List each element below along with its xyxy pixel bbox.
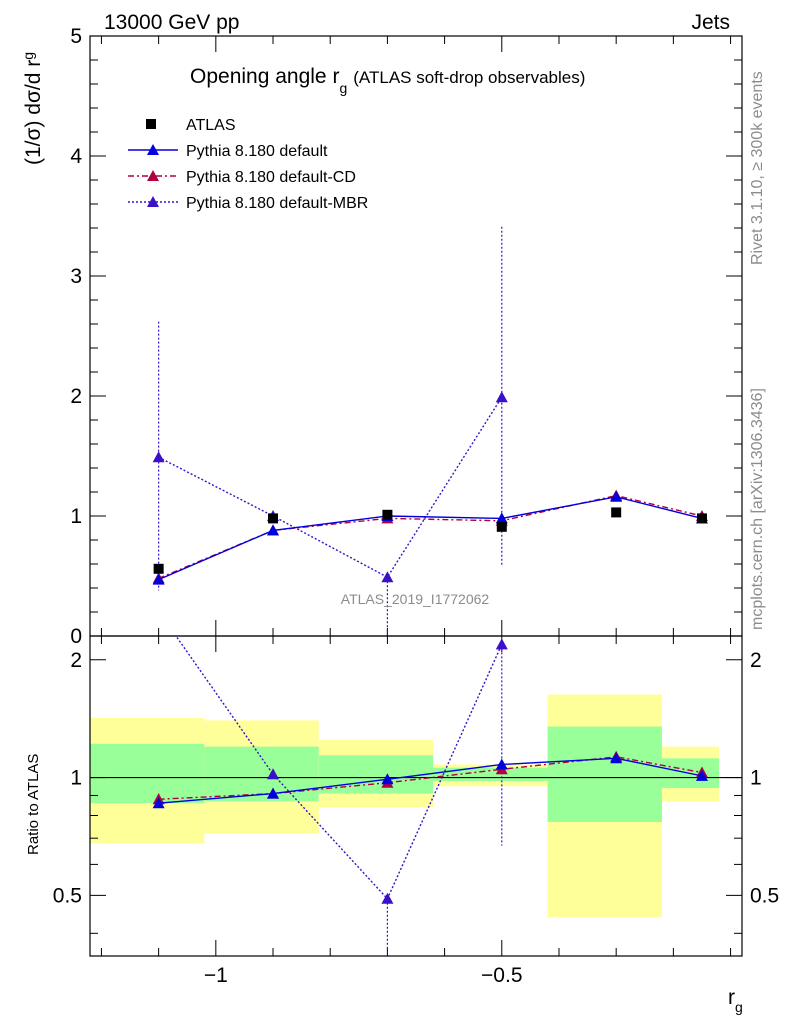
point-top [152,451,165,463]
atlas-point [382,509,393,520]
legend-label: Pythia 8.180 default-CD [186,169,356,186]
series-line-top [158,396,503,579]
band-inner [90,743,205,804]
y-axis-label-top: (1/σ) dσ/d rg [20,52,45,165]
top-panel-series [152,226,708,636]
atlas-point [696,513,707,524]
y-tick-label-top: 3 [70,265,82,288]
point-bottom [495,638,508,650]
x-tick-label: −1 [204,964,228,987]
mcplots-label: mcplots.cern.ch [arXiv:1306.3436] [749,388,766,630]
title-sub: g [339,80,347,96]
header-right: Jets [691,11,730,34]
bottom-panel-series [152,636,708,952]
legend-marker [147,144,159,155]
x-tick-label: −0.5 [481,964,522,987]
point-bottom [267,787,280,799]
point-top [495,512,508,524]
atlas-point [268,513,279,524]
axes-frames: −1 −0.5 0 1 2 3 4 5 0.5 0.5 1 1 2 2 [53,25,779,987]
point-top [152,573,165,585]
y-tick-label-bottom: 0.5 [53,884,82,907]
y-tick-label-bottom: 1 [70,767,82,790]
y-tick-label-bottom-right: 0.5 [750,884,779,907]
ratio-bands [90,694,720,918]
legend-atlas-marker [146,119,156,129]
point-bottom [695,769,708,781]
point-top [495,391,508,403]
rivet-label: Rivet 3.1.10, ≥ 300k events [749,71,766,265]
y-tick-label-top: 2 [70,385,82,408]
band-inner [547,726,662,822]
legend-marker [147,170,159,181]
point-top [381,571,394,583]
watermark: ATLAS_2019_I1772062 [341,591,490,607]
atlas-point [611,507,622,518]
y-tick-label-bottom-right: 2 [750,649,762,672]
band-inner [204,746,319,802]
header-left: 13000 GeV pp [104,11,239,34]
y-axis-label-bottom: Ratio to ATLAS [25,754,42,855]
ylabel-top-sub: g [20,52,36,60]
point-top [267,524,280,536]
data-series [152,226,708,952]
title-extra: (ATLAS soft-drop observables) [353,68,585,87]
point-bottom [381,773,394,785]
xlabel-sub: g [735,999,743,1015]
legend: ATLAS Pythia 8.180 default Pythia 8.180 de… [128,117,368,212]
band-inner [433,767,548,781]
series-line-bottom [158,757,703,804]
y-tick-label-bottom-right: 1 [750,767,762,790]
legend-atlas-label: ATLAS [186,117,236,134]
legend-marker [147,196,159,207]
legend-label: Pythia 8.180 default-MBR [186,195,368,212]
atlas-point [496,521,507,532]
chart-title: Opening angle rg (ATLAS soft-drop observa… [190,65,585,96]
y-tick-label-bottom: 2 [70,649,82,672]
y-tick-label-top: 1 [70,505,82,528]
point-top [610,490,623,502]
point-bottom [381,892,394,904]
y-tick-label-top: 0 [70,625,82,648]
legend-label: Pythia 8.180 default [186,143,328,160]
point-bottom [495,758,508,770]
point-bottom [610,752,623,764]
y-tick-label-top: 5 [70,25,82,48]
point-bottom [267,768,280,780]
ylabel-top-main: (1/σ) dσ/d r [22,60,45,165]
band-inner [318,755,434,794]
x-axis-label: rg [728,986,743,1015]
atlas-point [153,563,164,574]
series-line-top [158,496,703,581]
title-main: Opening angle r [190,65,339,88]
point-bottom [152,797,165,809]
xlabel-main: r [728,986,735,1009]
y-tick-label-top: 4 [70,145,82,168]
bottom-panel-frame [89,635,743,957]
